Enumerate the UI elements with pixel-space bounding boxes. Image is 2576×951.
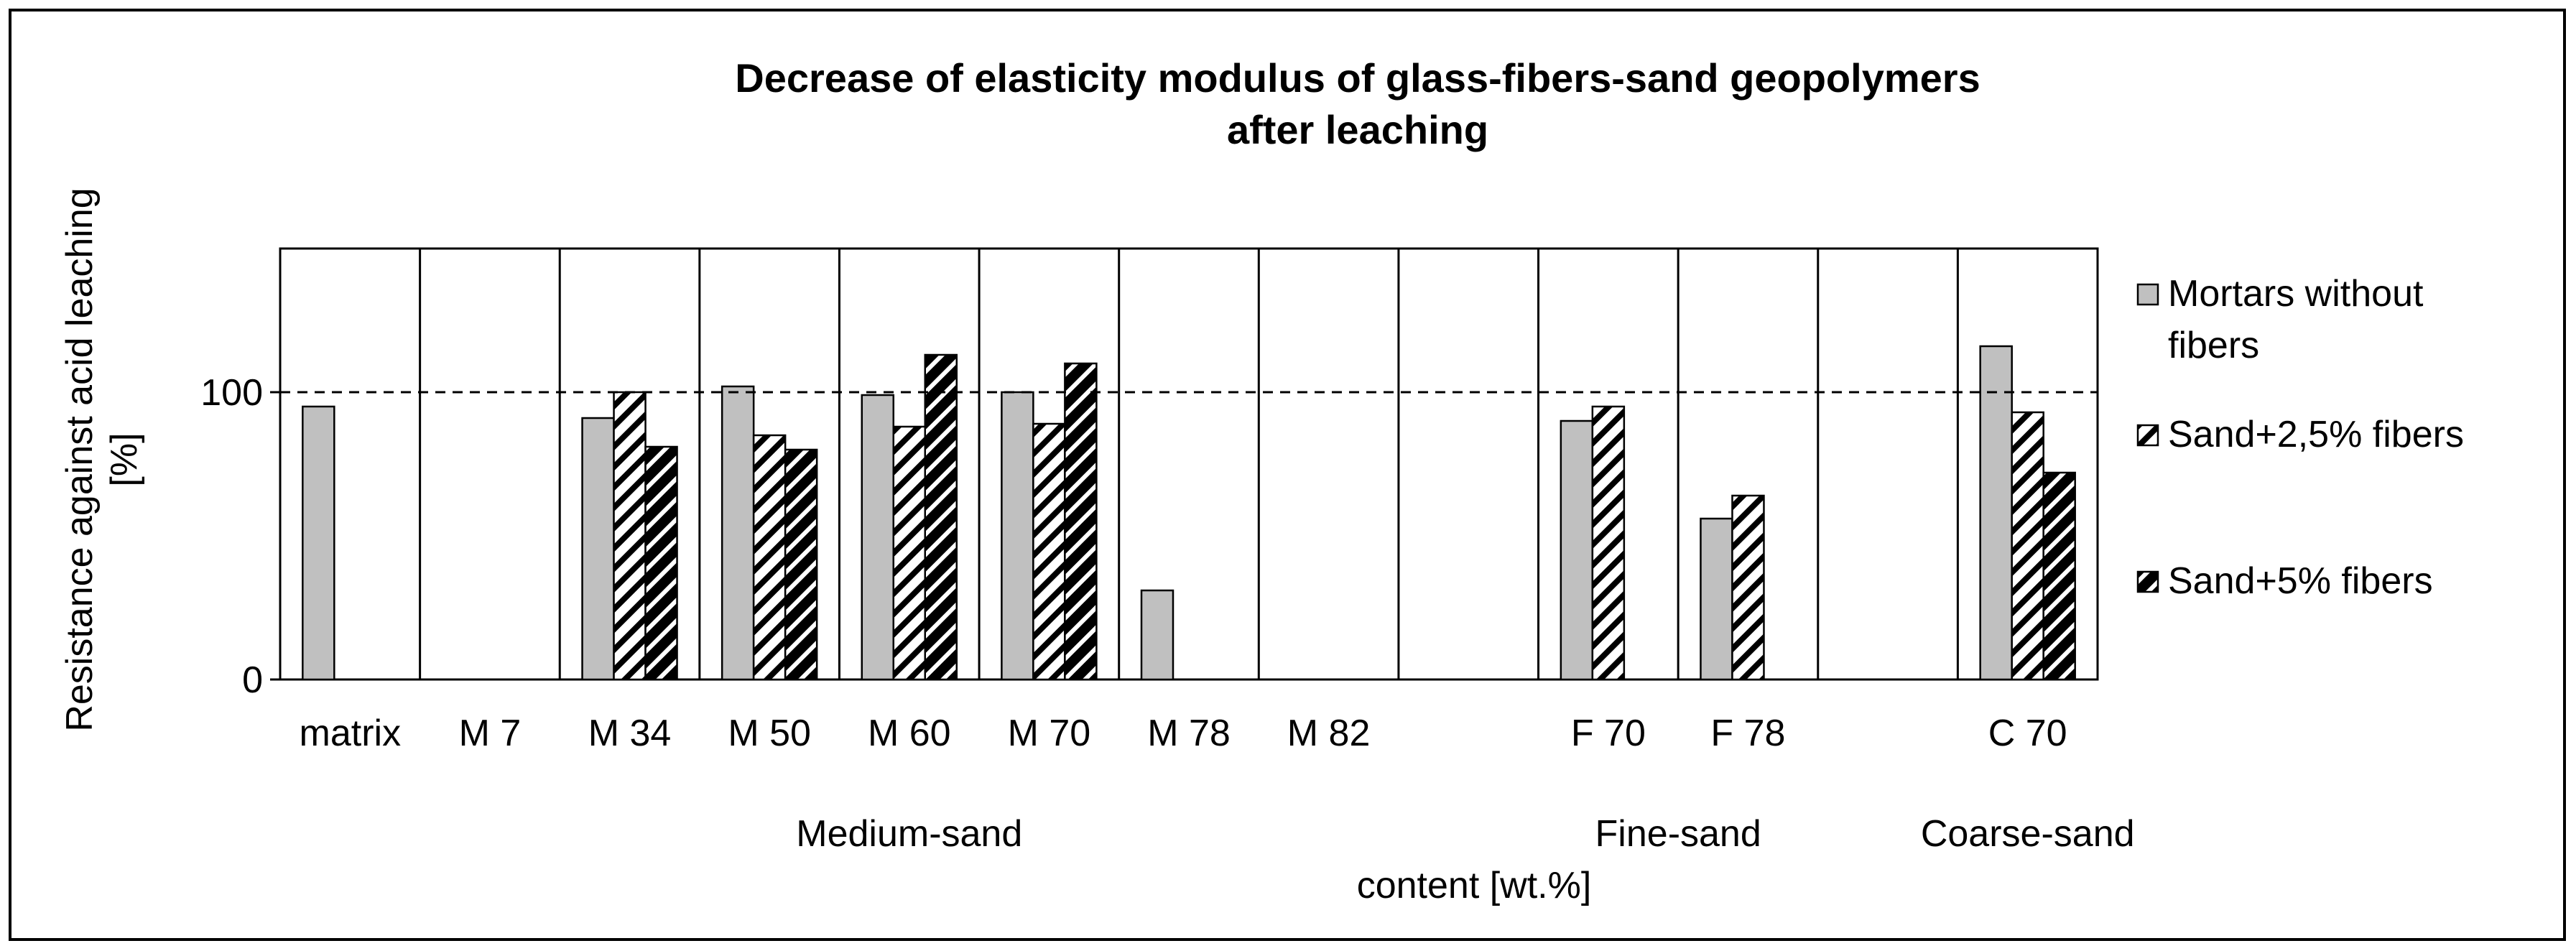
x-axis-tick-labels: matrix M 7 M 34 M 50 M 60 M 70 M 78 M 82 F 70 F 7… <box>300 713 2067 754</box>
bar-2-4 <box>892 425 927 681</box>
x-tick-label: F 70 <box>1571 713 1646 754</box>
bar-3-2 <box>644 445 678 681</box>
bar-3-12 <box>2042 471 2076 681</box>
x-tick-label: M 50 <box>728 713 811 754</box>
bar-1-0 <box>302 405 335 681</box>
y-axis-label: Resistance against acid leaching [%] <box>59 187 145 731</box>
legend: Mortars without fibers Sand+2,5% fibers San… <box>2136 273 2464 602</box>
bar-1-12 <box>1979 345 2013 681</box>
category-separators <box>419 249 1959 679</box>
legend-swatch <box>2136 424 2159 447</box>
chart-title-line-2: after leaching <box>1227 107 1488 152</box>
bar-1-10 <box>1700 517 1733 681</box>
x-tick-label: M 7 <box>459 713 522 754</box>
x-tick-label: matrix <box>300 713 402 754</box>
bar-1-9 <box>1560 419 1594 681</box>
x-tick-label: F 78 <box>1710 713 1785 754</box>
x-tick-label: C 70 <box>1988 713 2067 754</box>
bar-1-2 <box>581 417 615 681</box>
group-label: Medium-sand <box>796 813 1022 855</box>
bar-1-6 <box>1140 589 1175 681</box>
chart-border <box>9 9 2566 941</box>
y-axis-label-line-2: [%] <box>103 432 145 486</box>
legend-swatch <box>2136 283 2159 306</box>
y-tick-label: 100 <box>200 372 263 414</box>
bar-1-3 <box>721 385 755 681</box>
legend-label: Sand+2,5% fibers <box>2168 414 2464 455</box>
x-tick-label: M 34 <box>588 713 672 754</box>
bar-2-9 <box>1591 405 1626 681</box>
y-tick-label: 0 <box>242 659 263 701</box>
legend-label: Mortars without <box>2168 273 2424 315</box>
bar-1-5 <box>1001 391 1034 681</box>
group-label: Fine-sand <box>1595 813 1761 855</box>
bar-2-10 <box>1731 494 1765 681</box>
x-tick-label: M 82 <box>1287 713 1371 754</box>
bar-3-5 <box>1064 362 1098 681</box>
group-label: Coarse-sand <box>1921 813 2135 855</box>
bars <box>302 345 2076 681</box>
x-tick-label: M 70 <box>1008 713 1091 754</box>
x-tick-label: M 60 <box>868 713 951 754</box>
x-tick-label: M 78 <box>1147 713 1231 754</box>
bar-3-4 <box>924 353 958 681</box>
bar-2-12 <box>2011 411 2044 681</box>
bar-3-3 <box>784 448 818 681</box>
bar-2-5 <box>1032 422 1066 681</box>
bar-2-3 <box>752 434 787 681</box>
x-axis-group-labels: Medium-sand Fine-sand Coarse-sand <box>796 813 2134 855</box>
x-axis-label: content [wt.%] <box>1357 865 1592 906</box>
y-axis-ticks: 0 100 <box>200 372 280 701</box>
legend-label: Sand+5% fibers <box>2168 560 2433 602</box>
legend-swatch <box>2136 570 2159 593</box>
legend-label: fibers <box>2168 325 2259 366</box>
chart-title-line-1: Decrease of elasticity modulus of glass-… <box>735 55 1980 101</box>
plot-area <box>279 247 2099 681</box>
bar-2-2 <box>613 391 647 681</box>
y-axis-label-line-1: Resistance against acid leaching <box>59 187 101 731</box>
bar-1-4 <box>861 394 895 681</box>
